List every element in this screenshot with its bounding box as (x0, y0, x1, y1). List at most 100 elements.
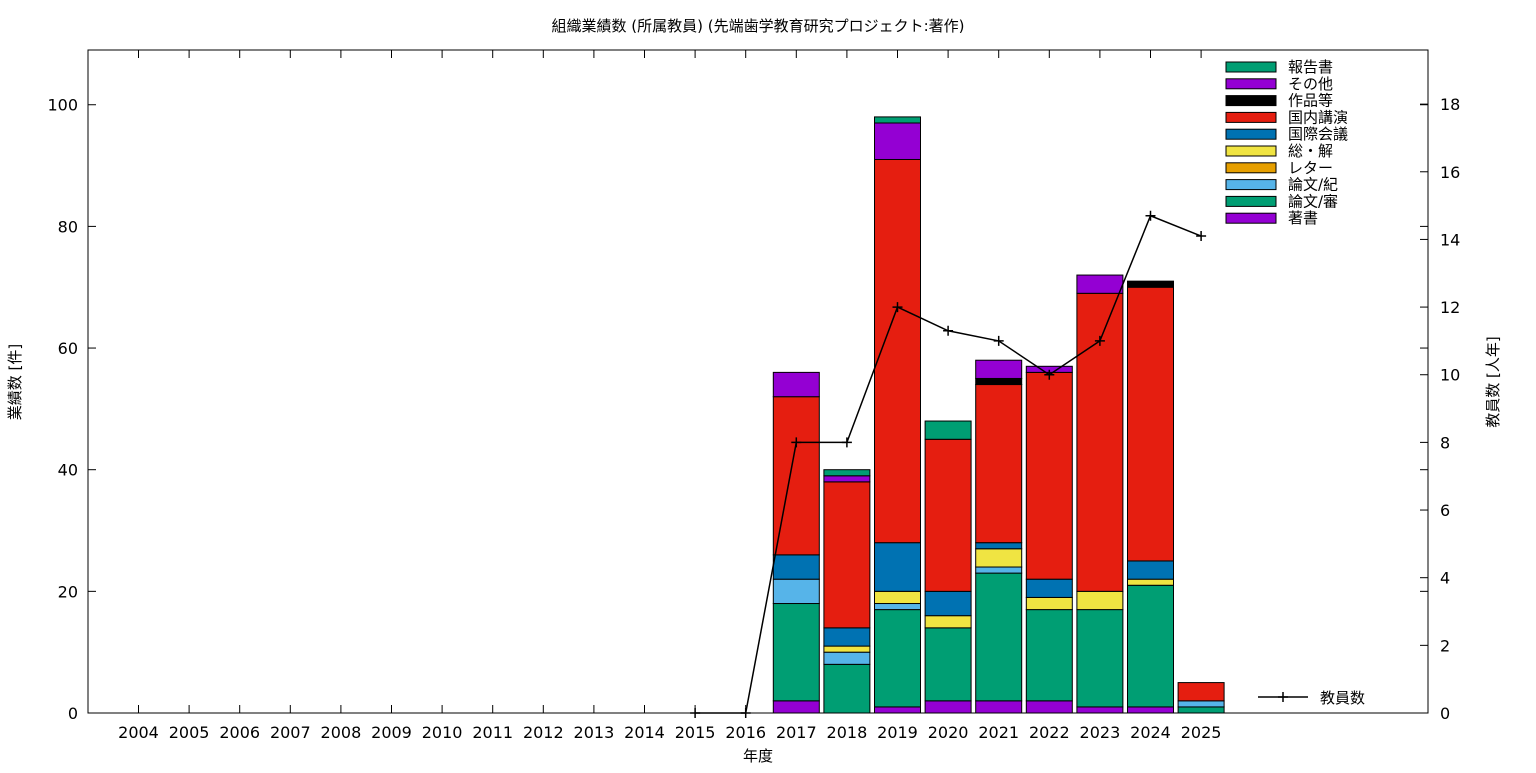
y2-axis-title: 教員数 [人年] (1484, 336, 1502, 427)
y2-tick-label: 14 (1440, 230, 1460, 249)
faculty-count-point (1145, 210, 1156, 221)
bar-segment (823, 627, 871, 647)
bar-segment (924, 615, 972, 629)
bar-segment (874, 158, 921, 544)
y2-tick-label: 16 (1440, 163, 1460, 182)
bar-segment (1025, 700, 1073, 714)
bar-segment (772, 700, 820, 714)
bar-segment (823, 469, 871, 477)
faculty-count-point (1094, 335, 1105, 346)
legend-swatch (1225, 111, 1277, 123)
bar-segment (1127, 584, 1174, 708)
plot-frame (87, 49, 1429, 714)
bar-segment (924, 438, 972, 592)
bar-segment (823, 645, 871, 653)
legend-label: 論文/紀 (1288, 176, 1338, 194)
y2-tick-label: 4 (1440, 569, 1450, 588)
chart-title: 組織業績数 (所属教員) (先端歯学教育研究プロジェクト:著作) (551, 17, 964, 35)
x-tick-label: 2021 (978, 723, 1019, 742)
bar-segment (874, 542, 921, 592)
legend-swatch (1225, 162, 1277, 174)
x-axis-title: 年度 (743, 747, 773, 765)
plot-area: 0 20 40 60 80 100 0 2 4 6 8 10 12 14 16 18 2004 2005 2006 2… (47, 49, 1460, 742)
x-tick-label: 2006 (219, 723, 260, 742)
legend-label: レター (1288, 159, 1333, 177)
bar-segment (975, 359, 1023, 379)
x-tick-label: 2009 (371, 723, 412, 742)
x-tick-label: 2024 (1130, 723, 1171, 742)
y-tick-label: 0 (68, 704, 78, 723)
x-tick-label: 2012 (523, 723, 564, 742)
legend-swatch (1225, 95, 1277, 107)
bar-segment (975, 384, 1023, 544)
y-axis-title: 業績数 [件] (6, 344, 24, 420)
bar-segment (874, 590, 921, 605)
bar-segment (772, 554, 820, 580)
bar-segment (1127, 706, 1174, 714)
bar-segment (975, 572, 1023, 702)
x-tick-label: 2010 (422, 723, 463, 742)
bar-segment (1076, 274, 1124, 294)
legend-label: 著書 (1288, 209, 1318, 227)
faculty-count-point (791, 437, 802, 448)
x-tick-label: 2016 (725, 723, 766, 742)
legend-swatch (1225, 61, 1277, 73)
bar-segment (975, 700, 1023, 714)
bar-segment (1127, 560, 1174, 580)
x-tick-label: 2005 (169, 723, 210, 742)
legend-label: 作品等 (1288, 92, 1333, 110)
y2-tick-label: 2 (1440, 636, 1450, 655)
bar-segment (924, 700, 972, 714)
faculty-count-point (1044, 369, 1055, 380)
bar-segment (1025, 578, 1073, 598)
bar-segment (975, 542, 1023, 550)
x-tick-label: 2015 (675, 723, 716, 742)
x-tick-label: 2025 (1181, 723, 1222, 742)
faculty-count-point (1196, 231, 1207, 242)
bar-segment (823, 651, 871, 665)
bar-segment (924, 627, 972, 702)
bar-segment (1076, 609, 1124, 708)
x-tick-label: 2007 (270, 723, 311, 742)
legend-swatch (1225, 145, 1277, 157)
x-tick-label: 2017 (776, 723, 817, 742)
bar-segment (1127, 280, 1174, 288)
y-tick-label: 40 (58, 461, 78, 480)
bar-segment (1177, 706, 1225, 714)
bar-segment (924, 590, 972, 617)
bar-segment (1025, 596, 1073, 611)
legend-swatch (1225, 212, 1277, 224)
y-tick-label: 80 (58, 217, 78, 236)
legend-label: 報告書 (1288, 58, 1333, 76)
y2-tick-label: 18 (1440, 95, 1460, 114)
bar-segment (874, 609, 921, 708)
bar-segment (1076, 590, 1124, 611)
x-tick-label: 2020 (928, 723, 969, 742)
legend-line-marker (1278, 692, 1288, 702)
x-tick-label: 2014 (624, 723, 665, 742)
y-tick-label: 20 (58, 582, 78, 601)
bar-segment (975, 566, 1023, 574)
faculty-count-point (690, 708, 701, 718)
legend-swatch (1225, 179, 1277, 191)
x-tick-label: 2023 (1080, 723, 1121, 742)
faculty-count-point (841, 437, 852, 448)
y2-tick-label: 6 (1440, 501, 1450, 520)
bar-segment (772, 371, 820, 398)
y2-tick-label: 8 (1440, 433, 1450, 452)
bar-segment (772, 578, 820, 605)
legend-label: 論文/審 (1288, 192, 1338, 210)
legend-label: 国内講演 (1288, 108, 1348, 126)
faculty-count-point (993, 335, 1004, 346)
x-tick-label: 2022 (1029, 723, 1070, 742)
y-tick-label: 60 (58, 339, 78, 358)
bar-segment (975, 377, 1023, 386)
bar-segment (874, 116, 921, 124)
bar-segment (1177, 700, 1225, 708)
bar-segment (823, 481, 871, 629)
bar-segment (874, 603, 921, 611)
faculty-count-point (740, 708, 751, 718)
bar-segment (1127, 286, 1174, 562)
bar-segment (823, 663, 871, 714)
